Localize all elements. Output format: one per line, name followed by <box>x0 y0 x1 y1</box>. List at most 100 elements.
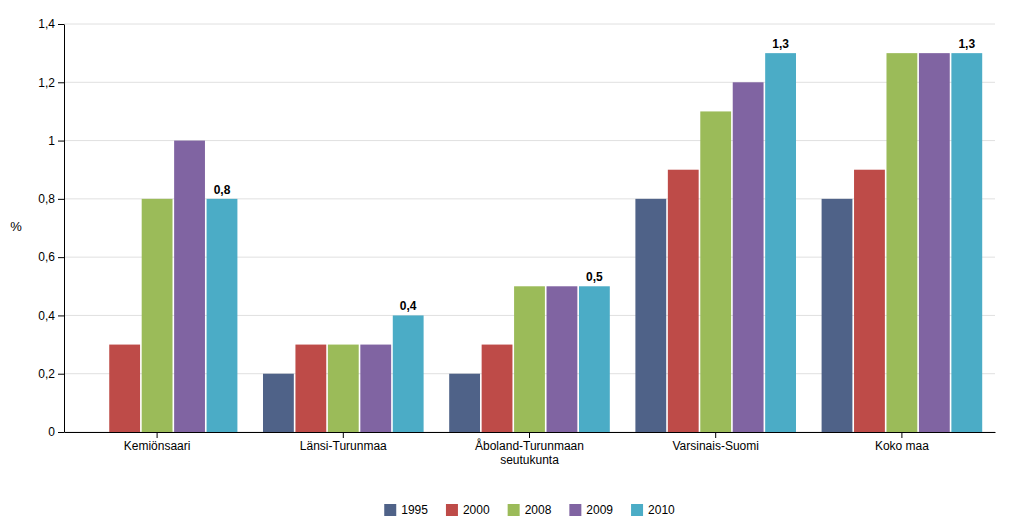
y-tick: 0,8 <box>38 192 64 206</box>
chart: 0 0,2 0,4 0,6 0,8 1 1,2 1,4% Kemiönsaari Länsi-Tu… <box>0 0 1019 532</box>
y-tick-label: 0,2 <box>38 367 55 381</box>
bar <box>635 199 666 432</box>
y-tick-mark <box>58 24 64 25</box>
y-tick: 1 <box>48 134 64 148</box>
bar <box>360 345 391 432</box>
grid-line <box>64 24 995 25</box>
x-tick: Åboland-Turunmaanseutukunta <box>475 432 584 467</box>
y-tick-label: 0,6 <box>38 250 55 264</box>
legend-item: 2008 <box>508 503 552 517</box>
y-tick-mark <box>58 315 64 316</box>
legend: 1995 2000 2008 2009 2010 <box>384 503 675 517</box>
legend-swatch <box>569 504 581 516</box>
bar <box>109 345 140 432</box>
data-label: 0,4 <box>400 299 417 313</box>
bar <box>77 432 108 433</box>
data-label: 1,3 <box>958 37 975 51</box>
legend-swatch <box>631 504 643 516</box>
grid-line <box>64 82 995 83</box>
y-axis-title: % <box>10 219 22 234</box>
bar <box>822 199 853 432</box>
y-tick-mark <box>58 257 64 258</box>
bar <box>951 53 982 432</box>
y-tick-mark <box>58 432 64 433</box>
y-tick-mark <box>58 82 64 83</box>
y-tick: 1,2 <box>38 76 64 90</box>
x-tick-label-line: Kemiönsaari <box>124 439 191 453</box>
y-tick-label: 0,4 <box>38 309 55 323</box>
bar <box>207 199 238 432</box>
x-tick-label-line: seutukunta <box>500 453 559 467</box>
x-tick-label-line: Länsi-Turunmaa <box>300 439 387 453</box>
bar-series <box>207 53 983 432</box>
grid <box>64 24 995 432</box>
bar <box>142 199 173 432</box>
x-tick: Koko maa <box>875 432 929 453</box>
x-tick-mark <box>529 432 530 438</box>
bar <box>174 141 205 432</box>
data-labels: 0,8 0,4 0,5 1,3 1,3 <box>214 37 976 313</box>
y-tick: 0,2 <box>38 367 64 381</box>
bar <box>295 345 326 432</box>
legend-item: 2010 <box>631 503 675 517</box>
x-tick: Varsinais-Suomi <box>672 432 758 453</box>
bar <box>668 170 699 432</box>
y-tick-mark <box>58 141 64 142</box>
bar-series <box>263 199 852 432</box>
legend-label: 1995 <box>401 503 428 517</box>
x-tick: Kemiönsaari <box>124 432 191 453</box>
y-tick-label: 0 <box>48 425 55 439</box>
legend-item: 2009 <box>569 503 613 517</box>
x-tick-mark <box>715 432 716 438</box>
bar <box>886 53 917 432</box>
legend-swatch <box>508 504 520 516</box>
bar <box>393 315 424 432</box>
x-tick-mark <box>343 432 344 438</box>
x-tick-label: Åboland-Turunmaanseutukunta <box>475 438 584 467</box>
legend-swatch <box>446 504 458 516</box>
x-tick-label-line: Åboland-Turunmaan <box>475 438 584 453</box>
x-tick-label: Koko maa <box>875 439 929 453</box>
data-label: 1,3 <box>772 37 789 51</box>
x-tick-mark <box>901 432 902 438</box>
x-tick-label-line: Varsinais-Suomi <box>672 439 758 453</box>
y-axis-line <box>64 25 65 433</box>
y-tick: 0 <box>48 425 64 439</box>
bar-series <box>142 53 918 432</box>
x-tick-label: Länsi-Turunmaa <box>300 439 387 453</box>
y-tick-label: 1,4 <box>38 17 55 31</box>
y-tick-mark <box>58 374 64 375</box>
legend-item: 2000 <box>446 503 490 517</box>
y-tick: 1,4 <box>38 17 64 31</box>
legend-label: 2008 <box>525 503 552 517</box>
bars <box>109 53 982 432</box>
legend-label: 2009 <box>586 503 613 517</box>
y-tick: 0,6 <box>38 250 64 264</box>
bar <box>733 82 764 432</box>
y-tick: 0,4 <box>38 309 64 323</box>
legend-label: 2010 <box>648 503 675 517</box>
bar <box>263 374 294 432</box>
x-tick-label: Varsinais-Suomi <box>672 439 758 453</box>
legend-label: 2000 <box>463 503 490 517</box>
x-tick-label-line: Koko maa <box>875 439 929 453</box>
plot: 0 0,2 0,4 0,6 0,8 1 1,2 1,4% Kemiönsaari Länsi-Tu… <box>10 17 995 467</box>
bar <box>579 286 610 432</box>
bar <box>449 374 480 432</box>
bar <box>547 286 578 432</box>
x-tick-label: Kemiönsaari <box>124 439 191 453</box>
bar <box>482 345 513 432</box>
x-axis: Kemiönsaari Länsi-Turunmaa Åboland-Turunma… <box>65 432 996 467</box>
y-tick-label: 0,8 <box>38 192 55 206</box>
bar <box>328 345 359 432</box>
y-tick-label: 1 <box>48 134 55 148</box>
bar <box>854 170 885 432</box>
bar <box>700 111 731 432</box>
y-axis: 0 0,2 0,4 0,6 0,8 1 1,2 1,4 <box>38 17 64 439</box>
data-label: 0,8 <box>214 183 231 197</box>
y-tick-mark <box>58 199 64 200</box>
bar-series <box>174 53 950 432</box>
bar <box>514 286 545 432</box>
data-label: 0,5 <box>586 270 603 284</box>
x-tick: Länsi-Turunmaa <box>300 432 387 453</box>
